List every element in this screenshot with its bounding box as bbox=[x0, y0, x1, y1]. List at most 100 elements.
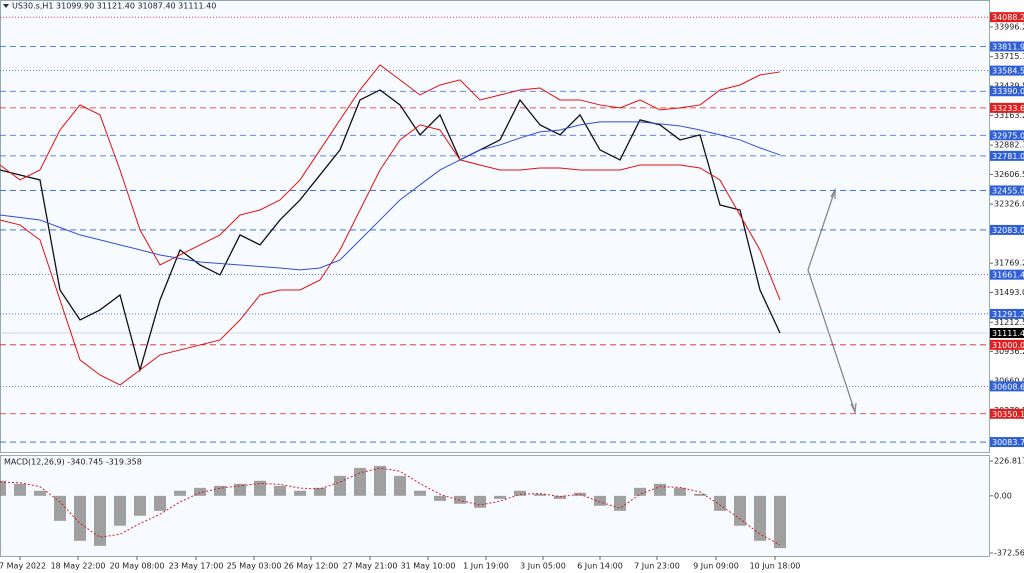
macd-bar bbox=[534, 493, 546, 496]
macd-bar bbox=[514, 490, 526, 496]
level-label: 32455.00 bbox=[992, 186, 1024, 195]
level-label-box bbox=[990, 86, 1024, 97]
macd-bar bbox=[354, 467, 366, 496]
level-label-box bbox=[990, 437, 1024, 448]
y-tick-label: 33996.25 bbox=[994, 22, 1024, 31]
level-label-box bbox=[990, 130, 1024, 141]
y-tick-label: 33439.50 bbox=[994, 81, 1024, 90]
y-tick-label: 31212.50 bbox=[994, 318, 1024, 327]
macd-bar bbox=[394, 475, 406, 496]
y-tick-label: 32882.75 bbox=[994, 141, 1024, 150]
level-label: 33811.92 bbox=[992, 42, 1024, 51]
level-label-box bbox=[990, 102, 1024, 113]
macd-bar bbox=[94, 495, 106, 546]
price-line bbox=[0, 89, 781, 373]
macd-bar bbox=[774, 495, 786, 549]
level-label: 32083.00 bbox=[992, 226, 1024, 235]
y-tick-label: -372.56 bbox=[994, 549, 1024, 558]
macd-bar bbox=[134, 495, 146, 516]
macd-bar bbox=[194, 487, 206, 496]
macd-bar bbox=[34, 490, 46, 496]
macd-bar bbox=[714, 495, 726, 511]
macd-bar bbox=[294, 490, 306, 496]
macd-panel bbox=[0, 455, 990, 557]
macd-bar bbox=[414, 490, 426, 496]
level-label-box bbox=[990, 408, 1024, 419]
y-tick-label: 31493.00 bbox=[994, 288, 1024, 297]
x-tick-label: 7 Jun 23:00 bbox=[634, 562, 680, 571]
level-label: 34088.20 bbox=[992, 13, 1024, 22]
macd-bar bbox=[0, 480, 6, 496]
macd-bar bbox=[374, 465, 386, 496]
y-tick-label: 33715.75 bbox=[994, 52, 1024, 61]
macd-bar bbox=[614, 495, 626, 511]
level-label-box bbox=[990, 339, 1024, 350]
macd-bar bbox=[214, 485, 226, 496]
y-tick-label: 33163.25 bbox=[994, 111, 1024, 120]
level-label: 31111.40 bbox=[992, 329, 1024, 338]
x-tick-label: 6 Jun 14:00 bbox=[577, 562, 623, 571]
macd-bar bbox=[14, 483, 26, 496]
level-label-box bbox=[990, 224, 1024, 235]
price-line bbox=[0, 124, 781, 386]
x-tick-label: 20 May 08:00 bbox=[110, 562, 165, 571]
y-tick-label: 0.00 bbox=[994, 491, 1012, 500]
level-label: 31291.23 bbox=[992, 310, 1024, 319]
macd-bar bbox=[454, 495, 466, 504]
level-label-box bbox=[990, 185, 1024, 196]
macd-bar bbox=[334, 475, 346, 496]
level-label-box bbox=[990, 65, 1024, 76]
price-line bbox=[0, 64, 781, 266]
x-tick-label: 26 May 12:00 bbox=[284, 562, 339, 571]
macd-bar bbox=[74, 495, 86, 541]
level-label: 32781.00 bbox=[992, 152, 1024, 161]
level-label: 30083.70 bbox=[992, 438, 1024, 447]
y-tick-label: 32326.00 bbox=[994, 200, 1024, 209]
macd-title: MACD(12,26,9) -340.745 -319.358 bbox=[4, 458, 142, 467]
level-label-box bbox=[990, 381, 1024, 392]
x-tick-label: 18 May 22:00 bbox=[51, 562, 106, 571]
x-tick-label: 25 May 03:00 bbox=[227, 562, 282, 571]
x-tick-label: 27 May 21:00 bbox=[343, 562, 398, 571]
signal-line bbox=[0, 467, 781, 546]
macd-bar bbox=[434, 495, 446, 501]
chart-title: US30.s,H1 31099.90 31121.40 31087.40 311… bbox=[12, 2, 216, 11]
level-label: 32975.00 bbox=[992, 131, 1024, 140]
level-label-box bbox=[990, 308, 1024, 319]
macd-bar bbox=[754, 495, 766, 541]
level-label-box bbox=[990, 150, 1024, 161]
x-tick-label: 9 Jun 09:00 bbox=[693, 562, 739, 571]
macd-bar bbox=[494, 495, 506, 499]
macd-bar bbox=[554, 495, 566, 499]
macd-bar bbox=[474, 495, 486, 508]
level-label: 31661.46 bbox=[992, 271, 1024, 280]
macd-bar bbox=[234, 483, 246, 496]
y-tick-label: 30936.25 bbox=[994, 347, 1024, 356]
level-label-box bbox=[990, 328, 1024, 339]
y-tick-label: 31769.25 bbox=[994, 259, 1024, 268]
macd-bar bbox=[154, 495, 166, 511]
level-label: 30350.18 bbox=[992, 410, 1024, 419]
menu-icon bbox=[3, 4, 9, 8]
macd-bar bbox=[694, 493, 706, 496]
macd-bar bbox=[654, 483, 666, 496]
macd-bar bbox=[674, 487, 686, 496]
x-tick-label: 31 May 10:00 bbox=[401, 562, 456, 571]
macd-bar bbox=[54, 495, 66, 521]
level-label-box bbox=[990, 12, 1024, 23]
y-tick-label: 32606.50 bbox=[994, 170, 1024, 179]
price-panel bbox=[0, 0, 990, 453]
price-line bbox=[0, 121, 781, 271]
x-tick-label: 10 Jun 18:00 bbox=[750, 562, 801, 571]
y-tick-label: 30660.00 bbox=[994, 376, 1024, 385]
level-label: 33233.63 bbox=[992, 104, 1024, 113]
level-label-box bbox=[990, 41, 1024, 52]
level-label: 33390.00 bbox=[992, 87, 1024, 96]
macd-bar bbox=[254, 480, 266, 496]
macd-bar bbox=[314, 487, 326, 496]
level-label: 30608.62 bbox=[992, 382, 1024, 391]
macd-bar bbox=[274, 485, 286, 496]
x-tick-label: 17 May 2022 bbox=[0, 562, 46, 571]
y-tick-label: 226.817 bbox=[994, 457, 1024, 466]
